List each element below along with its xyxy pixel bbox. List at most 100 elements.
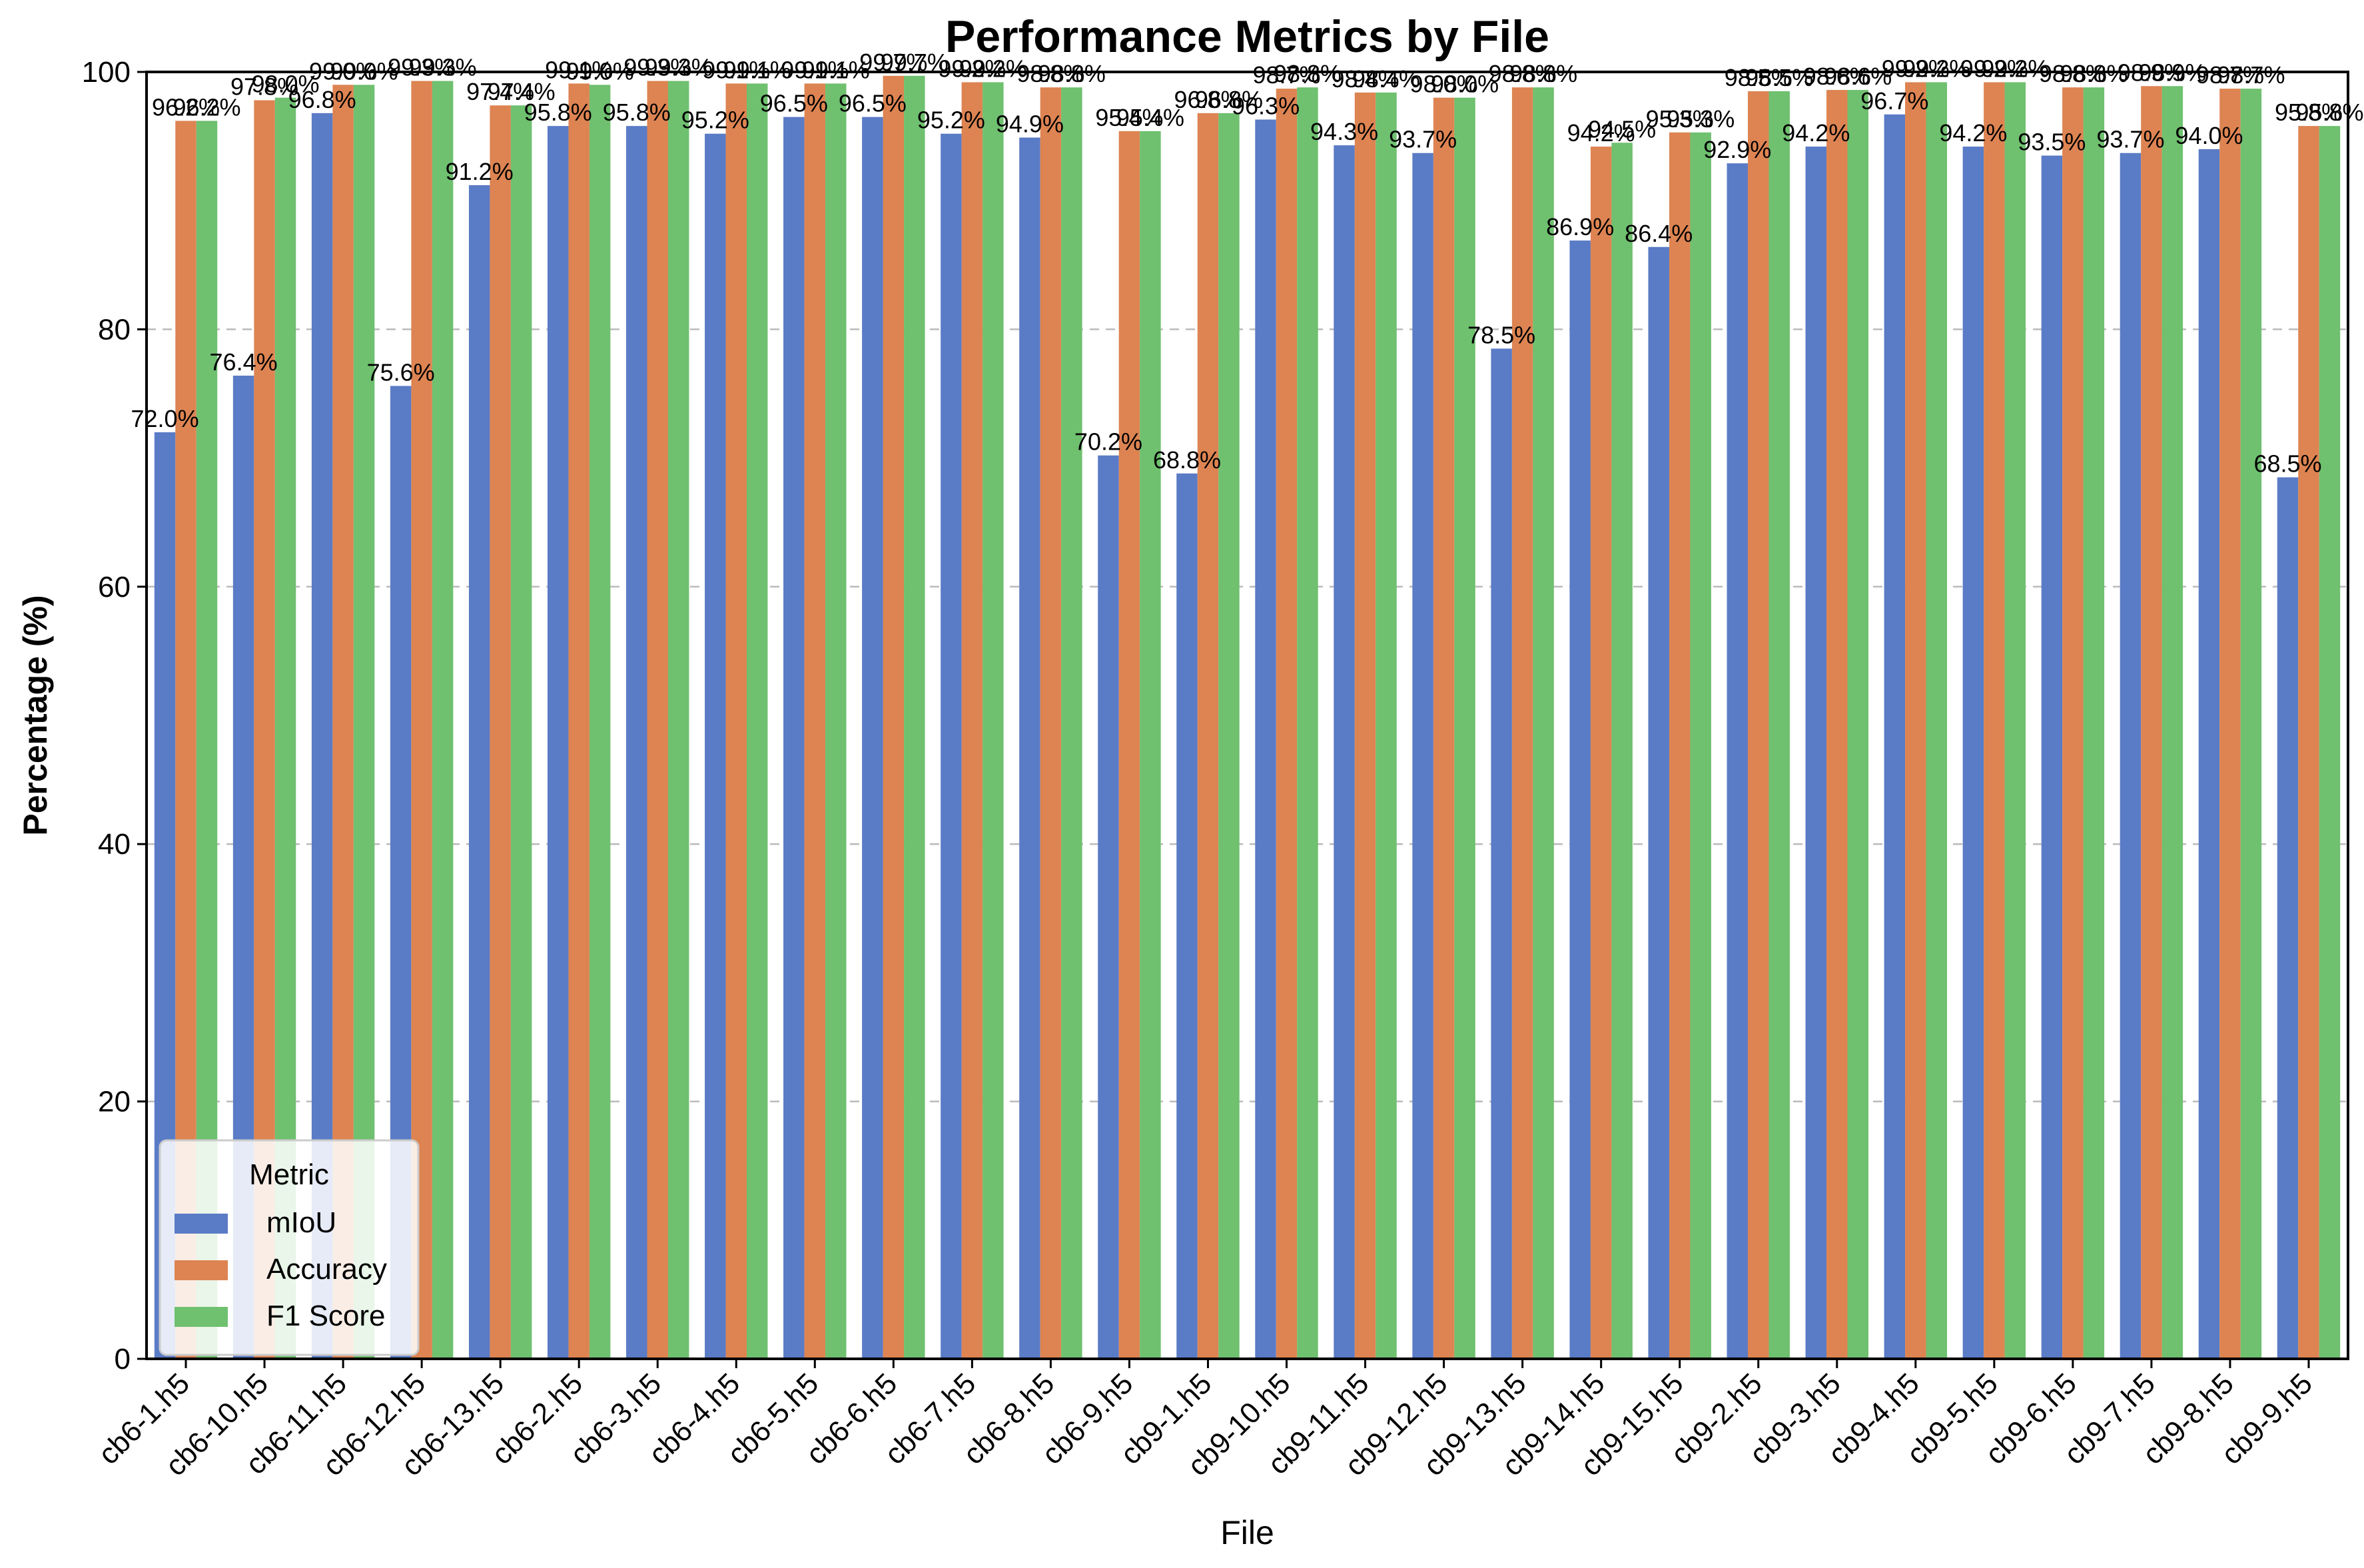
bar-value-label: 99.2% [1960,55,2028,82]
legend-label: Accuracy [266,1253,387,1286]
bar-value-label: 70.2% [1074,428,1142,456]
bar [1218,113,1240,1360]
bar [1962,147,1984,1359]
bar [1769,91,1790,1360]
bar-value-label: 94.2% [1567,119,1635,147]
bar-value-label: 93.5% [2018,129,2086,156]
bar [2120,153,2142,1359]
bar [1926,82,1948,1359]
bar-value-label: 99.2% [1981,55,2049,82]
bar-value-label: 86.4% [1625,220,1693,247]
bar [1176,473,1198,1360]
bar [1334,145,1355,1359]
bar [626,126,647,1359]
bar-value-label: 98.8% [2060,60,2128,87]
bar-value-label: 96.8% [1174,86,1242,113]
bar [647,81,668,1359]
bar [1590,147,1612,1359]
legend: Metric mIoU Accuracy F1 Score [159,1139,420,1356]
bar [1297,87,1318,1360]
legend-items: mIoU Accuracy F1 Score [175,1206,387,1332]
bar [1569,240,1591,1359]
bar-value-label: 99.1% [723,56,791,83]
bar-value-label: 95.4% [1116,104,1184,131]
bar [2083,87,2105,1360]
bar [1140,131,1161,1360]
bar-value-label: 96.2% [152,93,220,121]
bar [1491,348,1512,1359]
bar-value-label: 76.4% [210,348,278,376]
bar-value-label: 96.7% [1860,87,1928,115]
y-tick-label: 0 [115,1343,131,1375]
bar [1884,114,1906,1360]
legend-box [159,1139,420,1356]
bar [1354,92,1376,1360]
bar [2277,477,2299,1359]
bar [825,83,847,1360]
bar [510,105,532,1360]
bar-value-label: 98.7% [1252,61,1320,89]
bar-value-label: 98.6% [1803,63,1871,90]
bar [983,82,1004,1359]
bar-value-label: 99.3% [623,54,691,81]
bar [1376,92,1397,1360]
bar-value-label: 99.3% [645,54,713,81]
bar [1255,119,1276,1359]
bar-value-label: 98.7% [2196,61,2264,89]
bar [783,117,805,1359]
bar-value-label: 72.0% [131,405,199,432]
bar-value-label: 98.4% [1352,65,1420,93]
data-labels: 72.0%96.2%96.2%76.4%97.8%98.0%96.8%99.0%… [131,49,2364,478]
y-axis-title: Percentage (%) [17,595,54,835]
bar-value-label: 95.2% [917,107,985,134]
bar-value-label: 99.2% [938,55,1006,82]
legend-swatch [175,1214,228,1234]
bar-value-label: 98.0% [1410,71,1478,98]
bar-value-label: 94.9% [996,111,1064,138]
bar [1690,132,1711,1360]
legend-swatch [175,1307,228,1327]
bar-value-label: 99.2% [1882,55,1950,82]
bar-value-label: 92.9% [1703,136,1771,163]
bar [883,75,905,1359]
y-tick-label: 20 [98,1086,131,1118]
bar-value-label: 95.3% [1667,105,1735,133]
bar-value-label: 98.8% [1274,60,1342,87]
bar [862,117,883,1359]
bar [1611,143,1633,1359]
bar-value-label: 96.5% [839,90,907,117]
bar [1727,163,1748,1359]
bar-value-label: 95.8% [524,99,592,126]
plot-frame [145,71,2349,1360]
y-tick-label: 60 [98,571,131,603]
bar [1118,131,1140,1360]
bar [2240,89,2262,1360]
bar [468,185,490,1359]
legend-label: mIoU [266,1206,336,1239]
bar [667,81,689,1359]
bar-value-label: 96.5% [760,90,828,117]
bar [1197,113,1219,1360]
bar [725,83,747,1360]
bar-value-label: 98.8% [1016,60,1084,87]
bar [2219,89,2241,1360]
bar-value-label: 98.8% [1038,60,1106,87]
bar [2298,126,2319,1359]
bar [2198,149,2220,1359]
bar-value-label: 95.8% [2275,99,2343,126]
bar-value-label: 78.5% [1467,321,1535,348]
bar [1905,82,1926,1359]
bar [1454,97,1475,1359]
bar-value-label: 98.5% [1725,64,1792,91]
bar [1847,90,1868,1360]
bar-value-label: 95.8% [2295,99,2363,126]
y-tick-label: 40 [98,828,131,861]
bar-value-label: 75.6% [367,358,435,386]
bar-value-label: 98.8% [2039,60,2107,87]
bar-value-label: 94.2% [1782,119,1850,147]
bar-value-label: 99.3% [409,54,477,81]
bar [1412,153,1433,1359]
bar-value-label: 99.1% [781,56,849,83]
bar [747,83,768,1360]
bar [705,133,726,1360]
